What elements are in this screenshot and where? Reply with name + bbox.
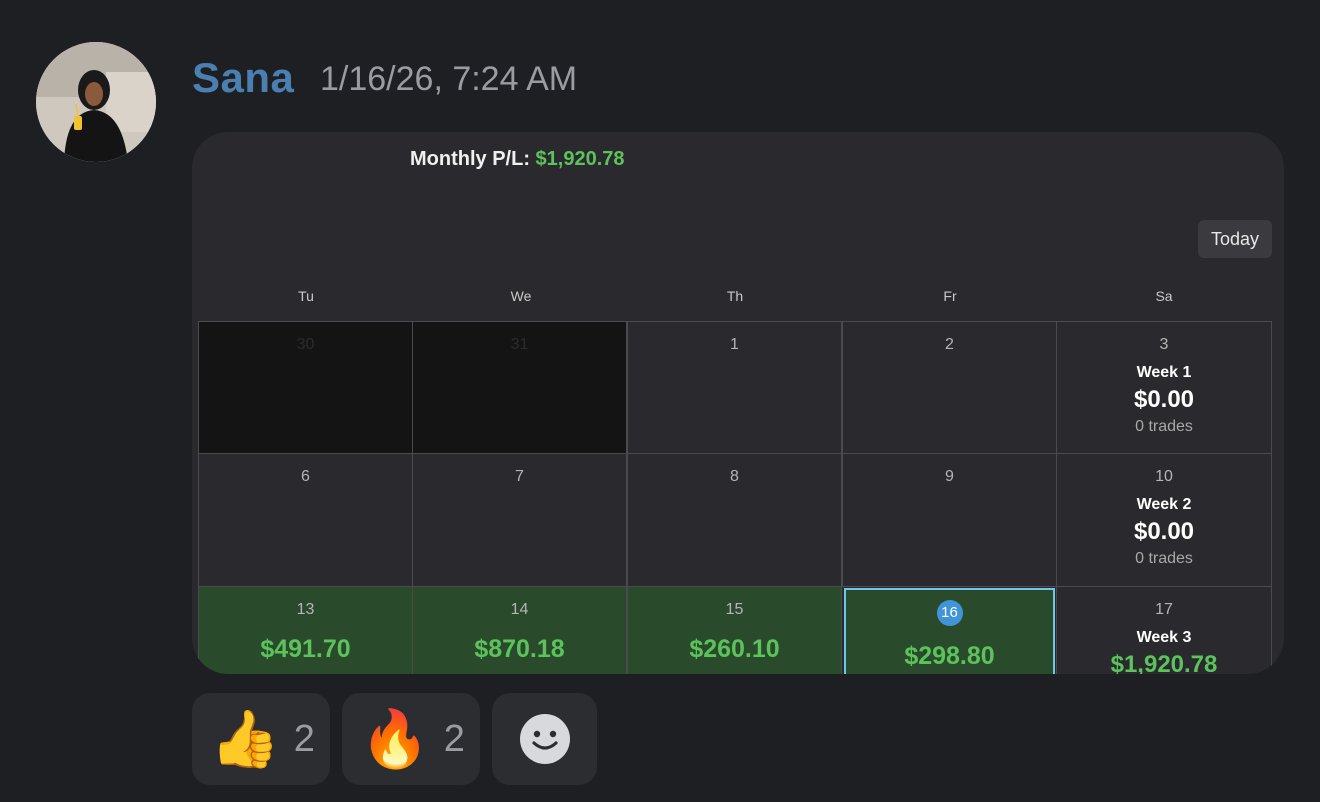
week-trades: 0 trades xyxy=(1135,550,1193,567)
day-number: 2 xyxy=(945,336,954,353)
calendar-day[interactable]: 13 $491.70 xyxy=(198,586,413,674)
calendar-day[interactable]: 31 xyxy=(412,321,627,454)
weekday-header: Tu xyxy=(298,288,314,304)
avatar[interactable] xyxy=(36,42,156,162)
day-pnl: $870.18 xyxy=(474,635,565,663)
day-number: 9 xyxy=(945,468,954,485)
calendar-day[interactable]: 7 xyxy=(412,453,627,587)
reaction-count: 2 xyxy=(443,717,465,760)
calendar-day[interactable]: 6 xyxy=(198,453,413,587)
reaction-thumbs-up[interactable]: 👍 2 xyxy=(192,693,330,785)
monthly-pl-label: Monthly P/L: xyxy=(410,148,530,170)
weekday-header: We xyxy=(510,288,532,304)
day-number: 14 xyxy=(510,601,529,618)
day-number: 7 xyxy=(515,468,524,485)
day-number: 6 xyxy=(301,468,310,485)
day-number: 13 xyxy=(296,601,315,618)
monthly-pl-value: $1,920.78 xyxy=(535,148,625,170)
calendar-day[interactable]: 15 $260.10 xyxy=(627,586,842,674)
username[interactable]: Sana xyxy=(192,54,295,101)
calendar-day[interactable]: 30 xyxy=(198,321,413,454)
today-button[interactable]: Today xyxy=(1198,220,1272,258)
fire-icon: 🔥 xyxy=(360,707,430,770)
weekday-header: Sa xyxy=(1155,288,1173,304)
reaction-count: 2 xyxy=(293,717,315,760)
week-label: Week 1 xyxy=(1136,364,1192,381)
day-number: 15 xyxy=(725,601,744,618)
week-amount: $0.00 xyxy=(1133,518,1195,545)
day-pnl: $260.10 xyxy=(689,635,780,663)
day-number: 1 xyxy=(730,336,739,353)
calendar-day[interactable]: 1 xyxy=(627,321,842,454)
day-pnl: $298.80 xyxy=(904,642,995,670)
day-pnl: $491.70 xyxy=(260,635,351,663)
week-label: Week 3 xyxy=(1136,629,1192,646)
day-number: 10 xyxy=(1155,468,1173,485)
calendar-day[interactable]: 8 xyxy=(627,453,842,587)
week-summary[interactable]: 3 Week 1 $0.00 0 trades xyxy=(1056,321,1272,454)
week-summary[interactable]: 10 Week 2 $0.00 0 trades xyxy=(1056,453,1272,587)
timestamp: 1/16/26, 7:24 AM xyxy=(320,60,578,98)
calendar-day-today[interactable]: 16 $298.80 xyxy=(844,588,1055,674)
week-summary[interactable]: 17 Week 3 $1,920.78 xyxy=(1056,586,1272,674)
reaction-fire[interactable]: 🔥 2 xyxy=(342,693,480,785)
day-number: 8 xyxy=(730,468,739,485)
weekday-header: Th xyxy=(726,288,744,304)
weekday-header: Fr xyxy=(943,288,957,304)
monthly-pl: Monthly P/L: $1,920.78 xyxy=(410,148,625,171)
calendar-day[interactable]: 9 xyxy=(842,453,1057,587)
week-amount: $0.00 xyxy=(1133,386,1195,413)
day-number: 17 xyxy=(1155,601,1173,618)
thumbs-up-icon: 👍 xyxy=(210,707,280,770)
add-reaction-button[interactable] xyxy=(492,693,597,785)
calendar-day[interactable]: 2 xyxy=(842,321,1057,454)
day-number: 30 xyxy=(296,336,315,353)
add-reaction-icon xyxy=(519,714,570,764)
today-day-number: 16 xyxy=(936,600,963,626)
day-number: 31 xyxy=(510,336,529,353)
pnl-calendar-card: Monthly P/L: $1,920.78 Today Tu We Th Fr… xyxy=(192,132,1284,674)
calendar-day[interactable]: 14 $870.18 xyxy=(412,586,627,674)
week-amount: $1,920.78 xyxy=(1110,651,1218,674)
week-label: Week 2 xyxy=(1136,496,1192,513)
day-number: 3 xyxy=(1159,336,1169,353)
week-trades: 0 trades xyxy=(1135,418,1193,435)
